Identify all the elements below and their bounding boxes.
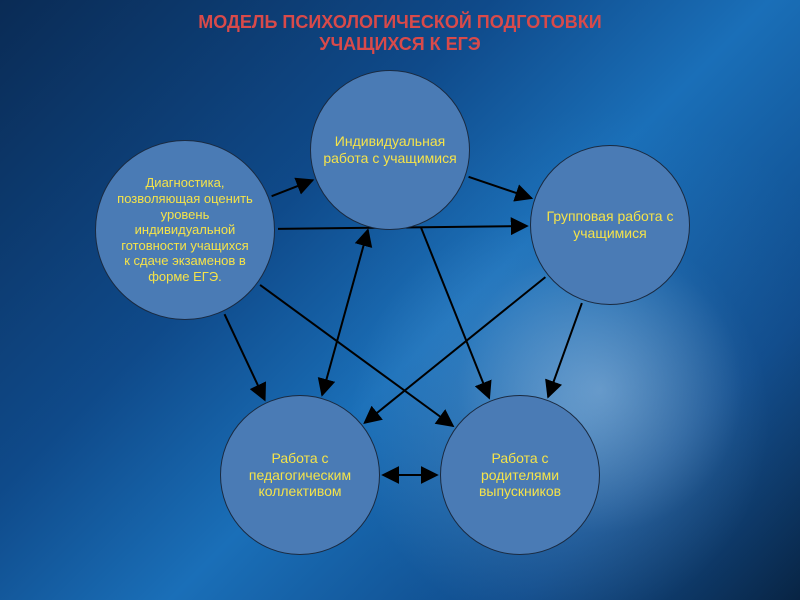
diagram-title: МОДЕЛЬ ПСИХОЛОГИЧЕСКОЙ ПОДГОТОВКИ УЧАЩИХ… [0, 12, 800, 55]
edge-indiv-parents [421, 227, 489, 398]
edge-diag-indiv [272, 180, 313, 196]
edge-diag-pedagog [225, 314, 265, 400]
edge-indiv-group [469, 177, 532, 198]
node-parents: Работа с родителями выпускников [440, 395, 600, 555]
node-diag: Диагностика, позволяющая оценить уровень… [95, 140, 275, 320]
node-indiv: Индивидуальная работа с учащимися [310, 70, 470, 230]
node-group: Групповая работа с учащимися [530, 145, 690, 305]
edge-indiv-pedagog [322, 230, 368, 395]
edge-group-parents [548, 303, 582, 397]
node-pedagog: Работа с педагогическим коллективом [220, 395, 380, 555]
diagram-stage: МОДЕЛЬ ПСИХОЛОГИЧЕСКОЙ ПОДГОТОВКИ УЧАЩИХ… [0, 0, 800, 600]
